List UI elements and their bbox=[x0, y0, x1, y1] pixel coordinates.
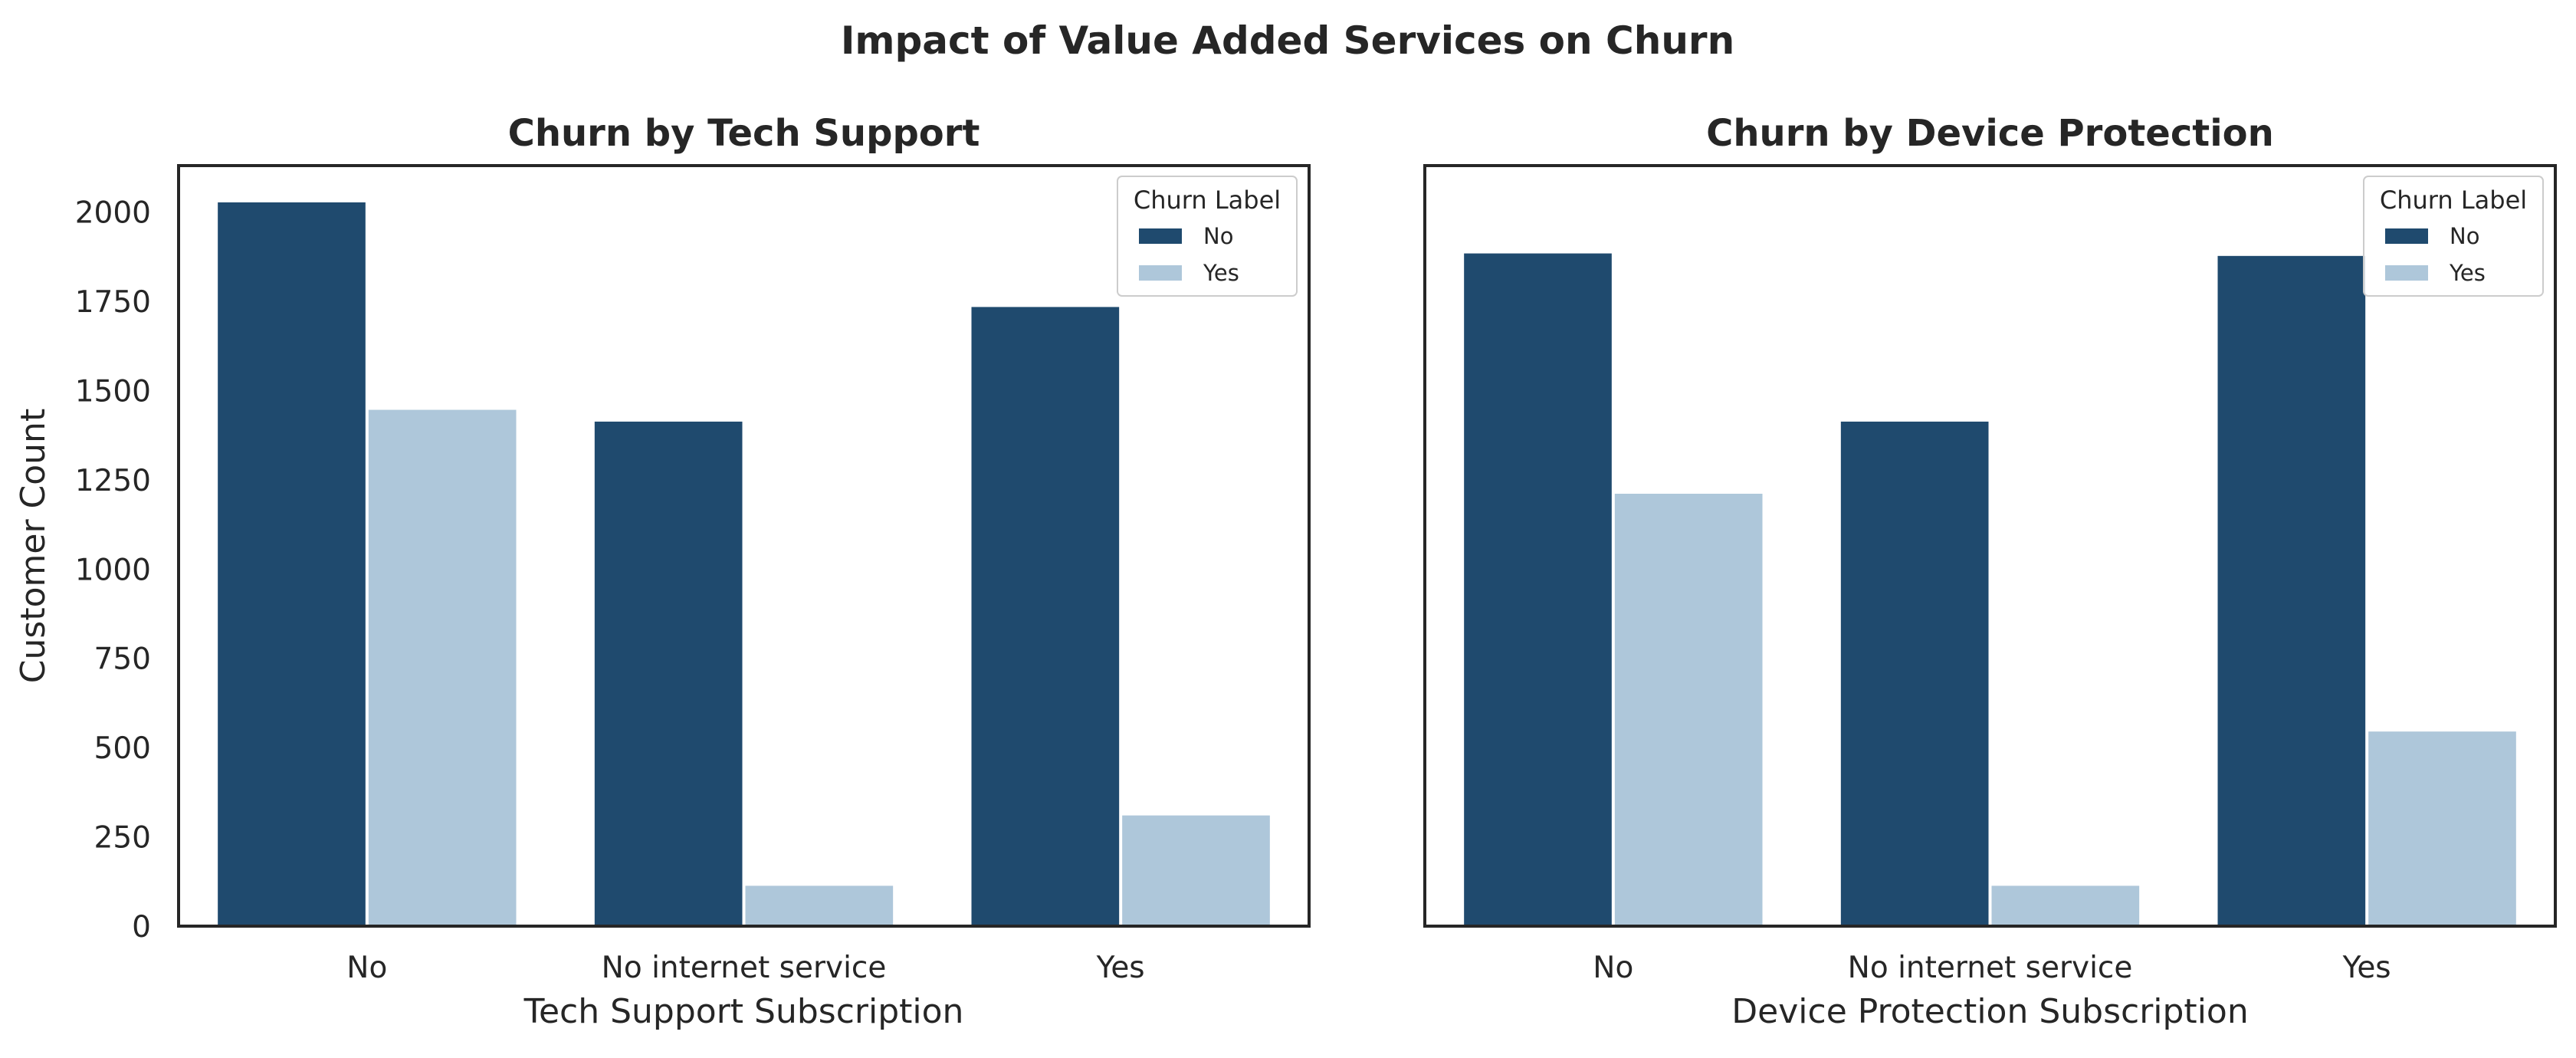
chart-title: Churn by Device Protection bbox=[1706, 112, 2274, 155]
legend-title: Churn Label bbox=[2380, 186, 2527, 215]
y-tick-label: 1000 bbox=[75, 553, 151, 587]
legend-label-yes: Yes bbox=[2449, 260, 2486, 286]
chart-panel-2: Churn by Device Protection No No internet … bbox=[1423, 112, 2557, 1031]
y-tick-label: 0 bbox=[132, 910, 151, 945]
axes-frame bbox=[177, 164, 1311, 928]
chart-title: Churn by Tech Support bbox=[508, 112, 980, 155]
bar-no-1 bbox=[1464, 253, 1612, 927]
axes-frame bbox=[1423, 164, 2557, 928]
bar-no-2 bbox=[1840, 421, 1989, 926]
y-tick-label: 1750 bbox=[75, 285, 151, 320]
bar-yes-2 bbox=[1991, 886, 2140, 926]
bar-no-1 bbox=[218, 202, 366, 926]
bar-yes-1 bbox=[368, 409, 517, 926]
y-tick-label: 2000 bbox=[75, 196, 151, 231]
bar-yes-2 bbox=[745, 886, 894, 926]
x-axis-label: Tech Support Subscription bbox=[523, 992, 964, 1031]
y-tick-label: 500 bbox=[94, 731, 151, 766]
chart-panel-1: Churn by Tech Support No No internet servi… bbox=[14, 112, 1311, 1031]
y-axis-label: Customer Count bbox=[14, 409, 53, 683]
bar-no-3 bbox=[2217, 255, 2366, 926]
x-tick-label: No bbox=[346, 951, 387, 985]
legend-swatch-no bbox=[1139, 228, 1182, 244]
y-tick-label: 1500 bbox=[75, 374, 151, 409]
bar-yes-1 bbox=[1614, 494, 1763, 926]
legend-label-no: No bbox=[2450, 223, 2479, 249]
legend-swatch-yes bbox=[1139, 265, 1182, 281]
x-tick-label: No internet service bbox=[602, 951, 887, 985]
bar-no-3 bbox=[971, 307, 1120, 926]
bar-yes-3 bbox=[2368, 731, 2516, 926]
x-axis-label: Device Protection Subscription bbox=[1731, 992, 2248, 1031]
figure-suptitle: Impact of Value Added Services on Churn bbox=[841, 18, 1734, 63]
legend: Churn Label No Yes bbox=[2363, 176, 2544, 297]
x-tick-label: Yes bbox=[1096, 951, 1145, 985]
bar-yes-3 bbox=[1122, 815, 1270, 926]
y-tick-label: 250 bbox=[94, 821, 151, 856]
x-tick-label: Yes bbox=[2342, 951, 2391, 985]
legend-title: Churn Label bbox=[1134, 186, 1281, 215]
y-tick-label: 750 bbox=[94, 642, 151, 677]
legend-label-yes: Yes bbox=[1203, 260, 1239, 286]
legend: Churn Label No Yes bbox=[1117, 176, 1298, 297]
legend-label-no: No bbox=[1203, 223, 1233, 249]
x-tick-label: No bbox=[1593, 951, 1633, 985]
legend-swatch-yes bbox=[2385, 265, 2428, 281]
bar-no-2 bbox=[594, 421, 743, 926]
legend-swatch-no bbox=[2385, 228, 2428, 244]
y-tick-label: 1250 bbox=[75, 464, 151, 498]
x-tick-label: No internet service bbox=[1848, 951, 2133, 985]
